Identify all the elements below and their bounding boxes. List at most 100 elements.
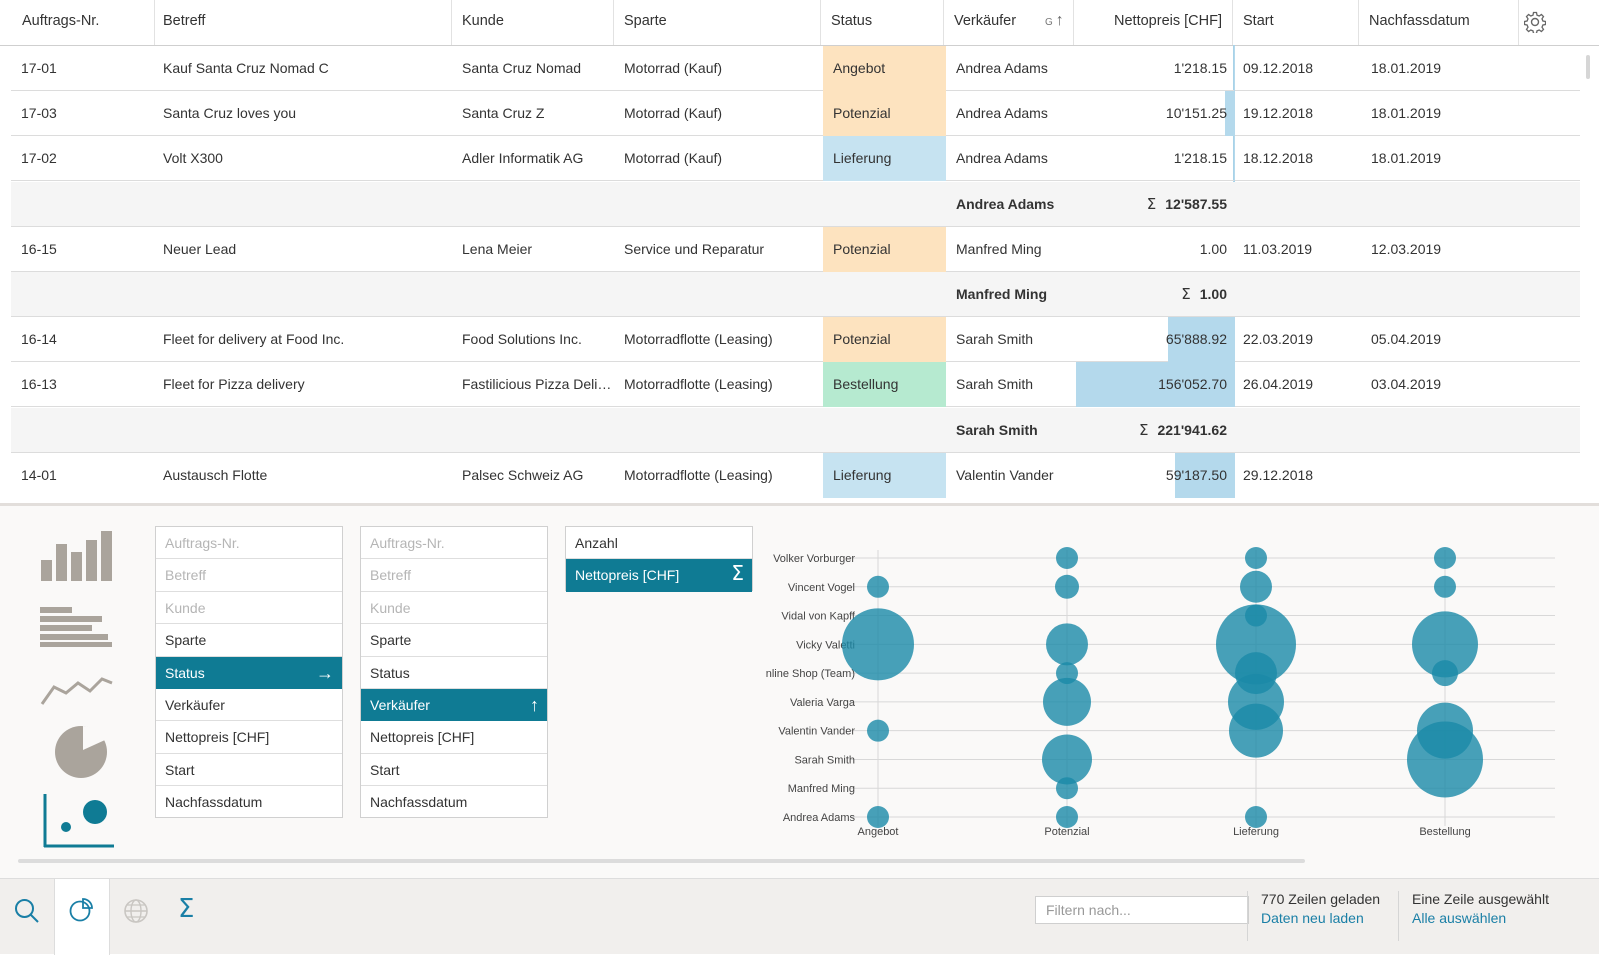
column-header-verkaeufer[interactable]: Verkäufer xyxy=(944,0,1074,45)
bubble-mark[interactable] xyxy=(1056,806,1078,828)
bubble-mark[interactable] xyxy=(1216,604,1296,685)
pie-chart-icon[interactable] xyxy=(54,724,110,780)
cell-start: 11.03.2019 xyxy=(1243,240,1313,257)
netto-bar xyxy=(1076,362,1235,408)
bubble-mark[interactable] xyxy=(1245,547,1267,569)
x-field-item[interactable]: Nettopreis [CHF] xyxy=(156,721,342,754)
map-tab[interactable] xyxy=(108,879,162,955)
bubble-mark[interactable] xyxy=(1417,702,1473,759)
cell-netto: 156'052.70 xyxy=(1158,376,1227,393)
filter-input[interactable] xyxy=(1035,896,1249,924)
x-field-item[interactable]: Nachfassdatum xyxy=(156,786,342,818)
bubble-mark[interactable] xyxy=(1042,734,1092,785)
cell-verkaeufer: Valentin Vander xyxy=(956,466,1054,483)
reload-data-link[interactable]: Daten neu laden xyxy=(1261,910,1364,926)
y-field-item[interactable]: Nettopreis [CHF] xyxy=(361,721,547,754)
bubble-mark[interactable] xyxy=(842,608,914,681)
table-row[interactable]: 17-01 Kauf Santa Cruz Nomad C Santa Cruz N… xyxy=(11,46,1580,91)
y-field-item[interactable]: Start xyxy=(361,754,547,787)
x-field-item[interactable]: Status → xyxy=(156,656,342,689)
table-row[interactable]: 14-01 Austausch Flotte Palsec Schweiz AG Mo… xyxy=(11,452,1580,504)
cell-kunde: Santa Cruz Z xyxy=(462,105,545,122)
x-field-item-label: Sparte xyxy=(165,632,207,649)
bubble-mark[interactable] xyxy=(867,806,889,828)
bubble-mark[interactable] xyxy=(1245,604,1267,627)
bubble-mark[interactable] xyxy=(1056,547,1078,569)
x-tick-label: Angebot xyxy=(858,826,899,838)
column-header-netto[interactable]: Nettopreis [CHF] xyxy=(1074,0,1233,45)
y-field-item[interactable]: Verkäufer ↑ xyxy=(361,688,547,722)
table-row[interactable]: 16-13 Fleet for Pizza delivery Fastiliciou… xyxy=(11,362,1580,408)
column-header-start[interactable]: Start xyxy=(1233,0,1359,45)
column-header-betreff[interactable]: Betreff xyxy=(153,0,452,45)
column-header-nr[interactable]: Auftrags-Nr. xyxy=(12,0,155,45)
bar-chart-icon[interactable] xyxy=(40,606,114,648)
column-chart-icon[interactable] xyxy=(40,530,114,582)
column-header-nachfass[interactable]: Nachfassdatum xyxy=(1359,0,1519,45)
bubble-mark[interactable] xyxy=(1043,677,1091,726)
y-field-item-label: Status xyxy=(370,664,410,681)
measure-item[interactable]: Anzahl xyxy=(566,527,752,560)
group-marker: G xyxy=(1045,17,1053,28)
settings-gear-icon[interactable] xyxy=(1524,11,1546,33)
cell-status: Potenzial xyxy=(823,226,946,272)
cell-nachfass xyxy=(1361,453,1521,498)
bubble-mark[interactable] xyxy=(867,719,889,742)
x-field-item[interactable]: Verkäufer xyxy=(156,689,342,722)
group-summary-row[interactable]: Sarah Smith Σ 221'941.62 xyxy=(11,407,1580,453)
y-field-item-label: Nettopreis [CHF] xyxy=(370,729,475,746)
x-tick-label: Bestellung xyxy=(1419,826,1470,838)
x-field-item-label: Status xyxy=(165,664,205,681)
x-field-item[interactable]: Sparte xyxy=(156,624,342,657)
bubble-chart-icon[interactable] xyxy=(42,794,116,850)
selection-status-text: Eine Zeile ausgewählt xyxy=(1412,891,1549,907)
group-summary-row[interactable]: Manfred Ming Σ 1.00 xyxy=(11,272,1580,317)
cell-sparte: Motorrad (Kauf) xyxy=(624,105,723,122)
bubble-mark[interactable] xyxy=(1046,623,1088,666)
sum-tab[interactable]: Σ xyxy=(162,879,216,955)
group-sort-indicator[interactable]: G ↑ xyxy=(1045,12,1064,30)
group-seller-name: Manfred Ming xyxy=(956,286,1047,302)
arrow-up-icon: ↑ xyxy=(530,694,539,715)
bubble-mark[interactable] xyxy=(1240,570,1272,603)
table-scrollbar[interactable] xyxy=(1586,55,1590,79)
group-total-value: 221'941.62 xyxy=(1157,421,1227,438)
x-field-item[interactable]: Start xyxy=(156,754,342,787)
search-tab[interactable] xyxy=(0,879,54,955)
netto-bar xyxy=(1233,46,1235,91)
y-field-item[interactable]: Nachfassdatum xyxy=(361,786,547,818)
x-field-item-label: Auftrags-Nr. xyxy=(165,535,240,551)
cell-nr: 17-02 xyxy=(21,150,57,167)
cell-betreff: Santa Cruz loves you xyxy=(163,105,297,122)
cell-betreff: Austausch Flotte xyxy=(163,466,268,483)
bubble-mark[interactable] xyxy=(867,575,889,598)
bubble-mark[interactable] xyxy=(1434,547,1456,569)
y-tick-label: Valeria Varga xyxy=(790,697,856,709)
cell-status: Lieferung xyxy=(823,136,946,182)
bubble-mark[interactable] xyxy=(1434,575,1456,598)
y-field-item-label: Sparte xyxy=(370,632,412,649)
measure-item[interactable]: Nettopreis [CHF] Σ xyxy=(566,559,752,592)
table-row[interactable]: 16-14 Fleet for delivery at Food Inc. Food… xyxy=(11,317,1580,363)
column-header-sparte[interactable]: Sparte xyxy=(614,0,821,45)
bubble-mark[interactable] xyxy=(1245,806,1267,828)
select-all-link[interactable]: Alle auswählen xyxy=(1412,910,1507,926)
y-field-item[interactable]: Status xyxy=(361,657,547,689)
column-header-kunde[interactable]: Kunde xyxy=(452,0,614,45)
table-row[interactable]: 17-03 Santa Cruz loves you Santa Cruz Z Mot… xyxy=(11,91,1580,137)
chart-tab[interactable] xyxy=(54,879,110,955)
bubble-mark[interactable] xyxy=(1055,574,1079,599)
cell-verkaeufer: Andrea Adams xyxy=(956,150,1048,167)
cell-sparte: Motorrad (Kauf) xyxy=(624,150,723,167)
table-row[interactable]: 17-02 Volt X300 Adler Informatik AG Motorra… xyxy=(11,136,1580,182)
bubble-mark[interactable] xyxy=(1056,662,1078,685)
bubble-mark[interactable] xyxy=(1412,611,1478,678)
group-summary-row[interactable]: Andrea Adams Σ 12'587.55 xyxy=(11,181,1580,227)
table-row[interactable]: 16-15 Neuer Lead Lena Meier Service und Rep… xyxy=(11,226,1580,272)
y-field-item[interactable]: Sparte xyxy=(361,624,547,657)
netto-bar xyxy=(1224,91,1235,137)
line-chart-icon[interactable] xyxy=(40,671,114,707)
column-header-status[interactable]: Status xyxy=(821,0,944,45)
cell-nachfass: 18.01.2019 xyxy=(1371,105,1442,122)
panel-horizontal-scrollbar[interactable] xyxy=(18,859,1305,863)
